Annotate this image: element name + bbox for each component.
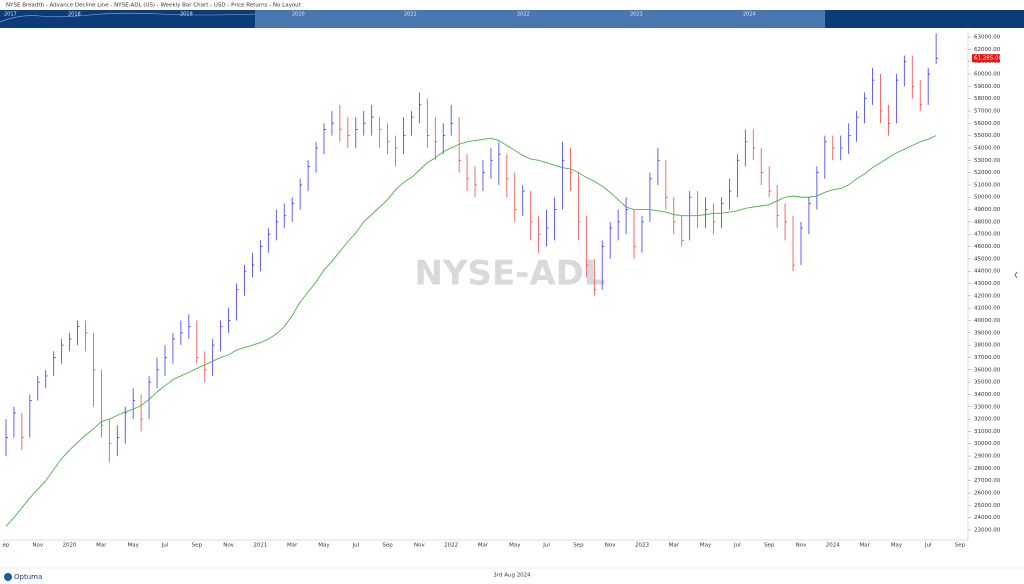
x-tick-label: Jul — [733, 543, 741, 549]
y-tick-label: 28000.00 — [974, 466, 1001, 472]
y-tick-label: 63000.00 — [974, 35, 1001, 41]
x-tick-label: May — [127, 543, 139, 549]
logo: Optuma — [14, 573, 42, 581]
y-tick-label: 44000.00 — [974, 269, 1001, 275]
x-tick-label: Mar — [287, 543, 298, 549]
y-tick-label: 24000.00 — [974, 515, 1001, 521]
x-tick-label: Nov — [414, 543, 425, 549]
navigator-window[interactable] — [255, 10, 825, 28]
navigator-label: 2021 — [404, 12, 417, 18]
x-tick-label: Nov — [796, 543, 807, 549]
logo-icon — [4, 573, 12, 581]
y-tick-label: 29000.00 — [974, 454, 1001, 460]
x-tick-label: Mar — [669, 543, 680, 549]
y-tick-label: 26000.00 — [974, 491, 1001, 497]
navigator-label: 2017 — [4, 12, 17, 18]
y-tick-label: 48000.00 — [974, 219, 1001, 225]
plot: 23000.00 24000.00 25000.00 26000.00 27000.00… — [3, 33, 1002, 549]
x-tick-label: May — [700, 543, 712, 549]
x-tick-label: Nov — [605, 543, 616, 549]
x-tick-label: 2022 — [444, 543, 458, 549]
y-tick-label: 43000.00 — [974, 281, 1001, 287]
y-tick-label: 60000.00 — [974, 71, 1001, 77]
y-tick-label: 45000.00 — [974, 256, 1001, 262]
x-tick-label: ep — [3, 543, 10, 549]
y-tick-label: 27000.00 — [974, 478, 1001, 484]
y-tick-label: 23000.00 — [974, 528, 1001, 534]
x-tick-label: Jul — [924, 543, 932, 549]
y-tick-label: 31000.00 — [974, 429, 1001, 435]
x-tick-label: May — [318, 543, 330, 549]
y-tick-label: 59000.00 — [974, 84, 1001, 90]
y-tick-label: 51000.00 — [974, 182, 1001, 188]
y-tick-label: 25000.00 — [974, 503, 1001, 509]
watermark: NYSE-ADL — [414, 254, 605, 294]
y-tick-label: 57000.00 — [974, 108, 1001, 114]
y-tick-label: 42000.00 — [974, 293, 1001, 299]
footer-date: 3rd Aug 2024 — [493, 573, 531, 579]
navigator-line — [0, 12, 256, 23]
x-tick-label: Sep — [955, 543, 966, 549]
navigator-label: 2023 — [630, 12, 643, 18]
x-tick-label: Sep — [382, 543, 393, 549]
navigator-label: 2020 — [292, 12, 305, 18]
navigator-label: 2019 — [180, 12, 193, 18]
x-tick-label: 2024 — [826, 543, 840, 549]
y-tick-label: 55000.00 — [974, 133, 1001, 139]
x-tick-label: Mar — [859, 543, 870, 549]
last-price-label: 61,285.00 — [974, 56, 1002, 62]
y-tick-label: 39000.00 — [974, 330, 1001, 336]
x-tick-label: 2021 — [253, 543, 267, 549]
y-tick-label: 34000.00 — [974, 392, 1001, 398]
y-tick-label: 49000.00 — [974, 207, 1001, 213]
y-tick-label: 30000.00 — [974, 441, 1001, 447]
y-tick-label: 37000.00 — [974, 355, 1001, 361]
y-tick-label: 50000.00 — [974, 195, 1001, 201]
navigator[interactable]: 2017 2018 2019 2020 2021 2022 2023 2024 — [0, 10, 1024, 28]
x-tick-label: Mar — [478, 543, 489, 549]
y-tick-label: 62000.00 — [974, 47, 1001, 53]
x-tick-label: May — [509, 543, 521, 549]
x-tick-label: Mar — [96, 543, 107, 549]
x-tick-label: 2023 — [635, 543, 649, 549]
x-tick-label: Jul — [542, 543, 550, 549]
y-tick-label: 40000.00 — [974, 318, 1001, 324]
navigator-label: 2022 — [517, 12, 530, 18]
y-tick-label: 52000.00 — [974, 170, 1001, 176]
y-tick-label: 41000.00 — [974, 306, 1001, 312]
x-tick-label: Jul — [161, 543, 169, 549]
y-tick-label: 53000.00 — [974, 158, 1001, 164]
last-price-box — [972, 54, 1000, 63]
x-tick-label: Sep — [764, 543, 775, 549]
x-tick-label: Jul — [351, 543, 359, 549]
y-tick-label: 56000.00 — [974, 121, 1001, 127]
x-tick-label: Sep — [573, 543, 584, 549]
collapse-icon[interactable] — [1014, 271, 1018, 279]
y-tick-label: 36000.00 — [974, 367, 1001, 373]
navigator-label: 2024 — [743, 12, 756, 18]
y-tick-label: 46000.00 — [974, 244, 1001, 250]
window-title: NYSE Breadth - Advance Decline Line - NY… — [6, 3, 302, 9]
y-tick-label: 33000.00 — [974, 404, 1001, 410]
x-tick-label: Nov — [32, 543, 43, 549]
y-tick-label: 58000.00 — [974, 96, 1001, 102]
x-tick-label: Sep — [192, 543, 203, 549]
y-tick-label: 35000.00 — [974, 380, 1001, 386]
y-tick-label: 47000.00 — [974, 232, 1001, 238]
x-tick-label: Nov — [223, 543, 234, 549]
x-tick-label: 2020 — [63, 543, 77, 549]
navigator-label: 2018 — [68, 12, 81, 18]
y-tick-label: 54000.00 — [974, 145, 1001, 151]
y-tick-label: 32000.00 — [974, 417, 1001, 423]
moving-average-line — [5, 135, 937, 527]
x-tick-label: May — [891, 543, 903, 549]
y-tick-label: 38000.00 — [974, 343, 1001, 349]
y-tick-label: 61000.00 — [974, 59, 1001, 65]
